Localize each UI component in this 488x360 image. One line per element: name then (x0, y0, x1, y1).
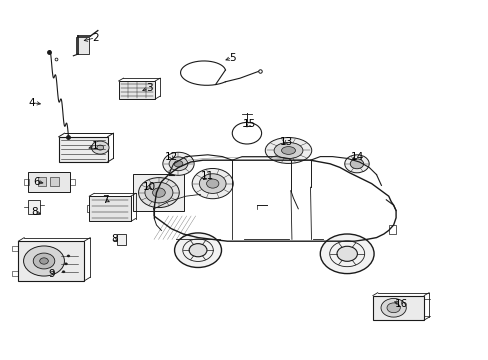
Ellipse shape (264, 138, 311, 163)
Bar (372, 296, 423, 320)
Text: 4: 4 (28, 98, 35, 108)
Circle shape (199, 174, 225, 193)
Circle shape (40, 258, 48, 264)
Bar (24, 179, 29, 185)
Circle shape (144, 182, 173, 203)
Circle shape (344, 155, 368, 173)
Circle shape (320, 234, 373, 274)
Bar (133, 174, 184, 211)
Circle shape (380, 298, 406, 317)
Bar (76, 37, 89, 54)
Text: 14: 14 (349, 152, 363, 162)
Text: 8: 8 (31, 207, 38, 217)
Circle shape (174, 233, 221, 267)
Circle shape (23, 246, 64, 276)
Text: 1: 1 (92, 141, 99, 151)
Text: 16: 16 (393, 299, 407, 309)
Circle shape (67, 255, 70, 257)
Bar (12, 246, 18, 251)
Circle shape (138, 177, 179, 208)
Bar (59, 137, 107, 162)
Ellipse shape (274, 143, 302, 158)
Circle shape (91, 141, 109, 154)
Text: 11: 11 (201, 171, 214, 181)
Text: 5: 5 (228, 53, 235, 63)
Bar (28, 172, 70, 192)
Circle shape (97, 145, 103, 150)
Bar (50, 177, 59, 186)
Bar (70, 179, 75, 185)
Text: 12: 12 (164, 152, 178, 162)
Circle shape (33, 253, 55, 269)
Text: 10: 10 (142, 182, 155, 192)
Circle shape (189, 244, 206, 257)
Bar (117, 234, 125, 245)
Bar (119, 81, 155, 99)
Text: 13: 13 (279, 137, 292, 147)
Bar (388, 225, 395, 234)
Circle shape (62, 271, 65, 273)
Text: 3: 3 (145, 83, 152, 93)
Bar (18, 241, 84, 281)
Circle shape (169, 157, 187, 171)
Circle shape (64, 263, 67, 265)
Text: 8: 8 (111, 234, 118, 244)
Bar (38, 177, 46, 186)
Text: 2: 2 (92, 33, 99, 43)
Circle shape (152, 188, 165, 197)
Text: 9: 9 (48, 269, 55, 279)
Ellipse shape (281, 147, 295, 154)
Circle shape (386, 303, 400, 313)
Bar (28, 200, 40, 214)
Circle shape (349, 159, 363, 169)
Text: 15: 15 (242, 119, 256, 129)
Text: 7: 7 (102, 195, 108, 205)
Circle shape (192, 168, 233, 199)
Circle shape (336, 246, 357, 261)
Text: 6: 6 (33, 177, 40, 187)
Circle shape (163, 152, 194, 175)
Circle shape (174, 161, 183, 167)
Bar (12, 271, 18, 276)
Bar (89, 196, 131, 221)
Circle shape (206, 179, 219, 188)
